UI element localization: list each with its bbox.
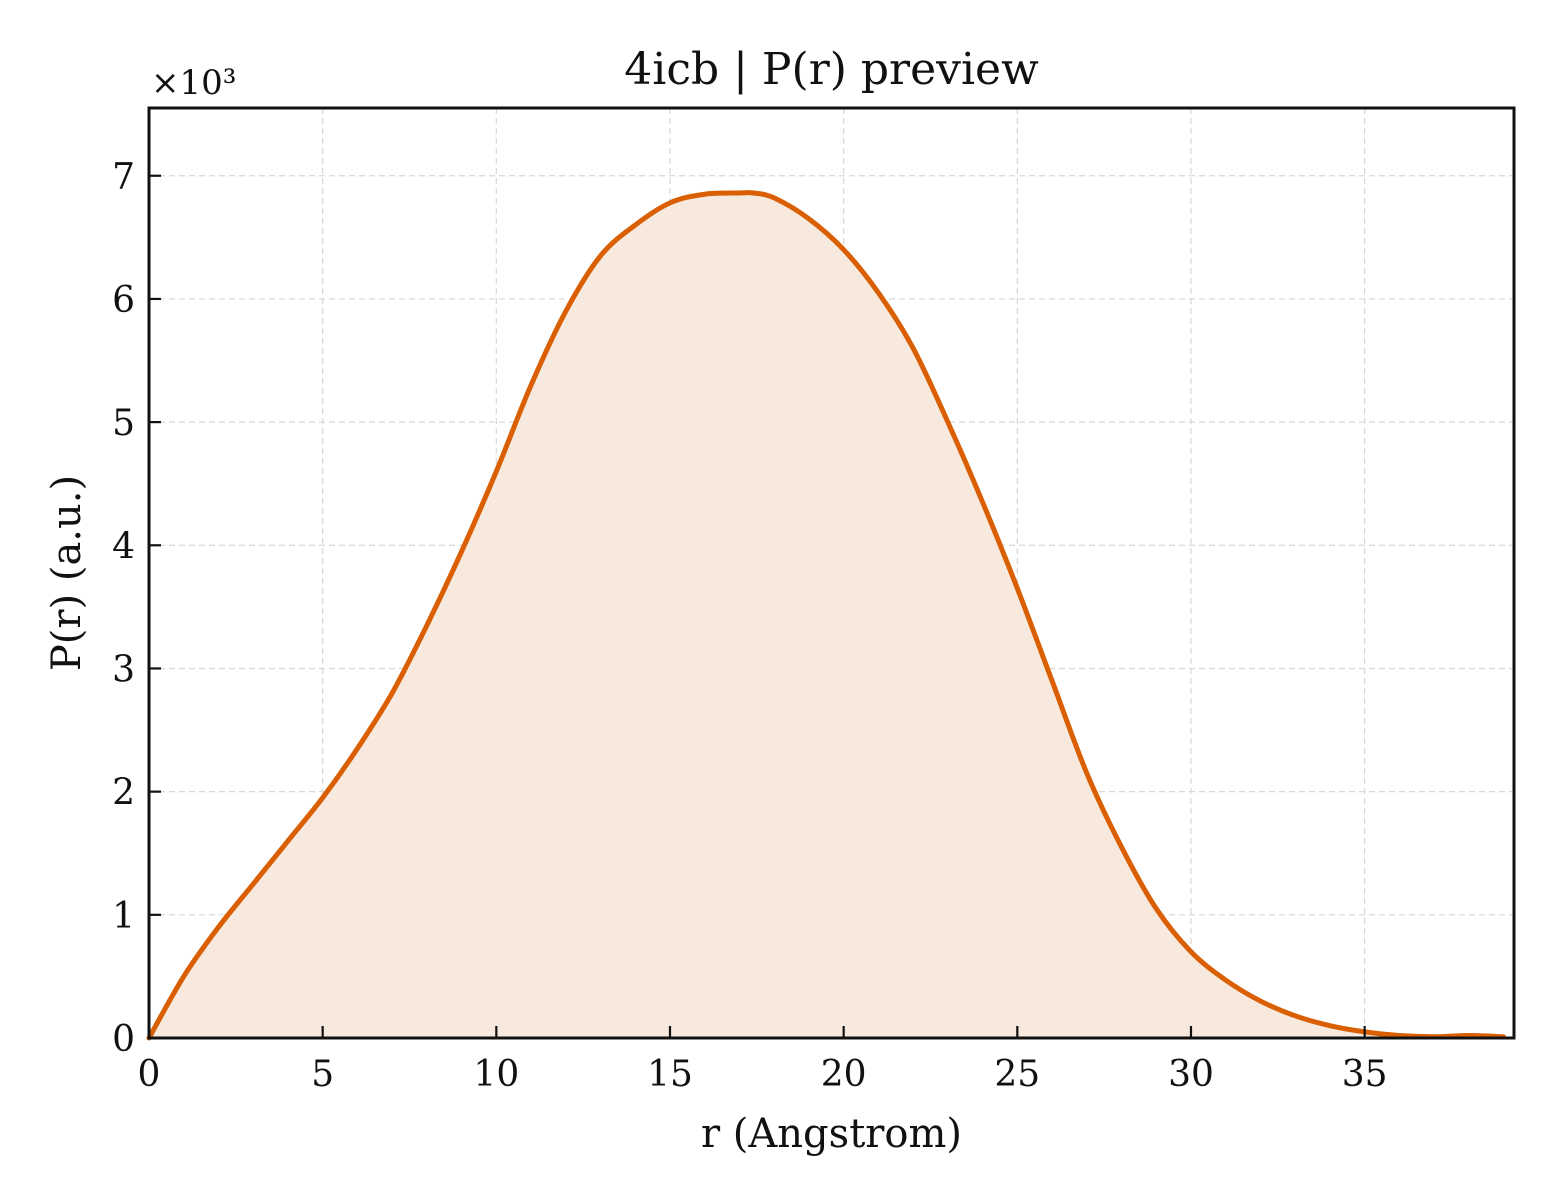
y-tick-label: 3: [112, 649, 135, 690]
y-offset-label: ×10³: [151, 63, 236, 103]
x-tick-label: 20: [821, 1054, 867, 1095]
x-tick-label: 10: [473, 1054, 519, 1095]
x-tick-label: 15: [647, 1054, 693, 1095]
y-tick-label: 7: [112, 157, 135, 198]
x-axis-title: r (Angstrom): [701, 1111, 962, 1157]
y-tick-label: 5: [112, 403, 135, 444]
pr-area-fill: [149, 192, 1504, 1038]
plot-frame: [147, 106, 1516, 1040]
y-tick-label: 2: [112, 773, 135, 814]
y-tick-label: 6: [112, 280, 135, 321]
axis-ticks: 0 5 10 15 20 25 30 35 0 1 2 3 4 5 6 7: [112, 157, 1387, 1095]
y-tick-label: 4: [112, 526, 135, 567]
chart-title: 4icb | P(r) preview: [624, 44, 1039, 95]
pr-series-line: [146, 190, 1507, 1041]
x-tick-label: 0: [138, 1054, 161, 1095]
x-tick-label: 30: [1168, 1054, 1214, 1095]
x-tick-label: 35: [1342, 1054, 1388, 1095]
y-tick-label: 0: [112, 1019, 135, 1060]
x-tick-label: 25: [994, 1054, 1040, 1095]
y-axis-title: P(r) (a.u.): [44, 475, 90, 671]
y-tick-label: 1: [112, 896, 135, 937]
x-tick-label: 5: [311, 1054, 334, 1095]
